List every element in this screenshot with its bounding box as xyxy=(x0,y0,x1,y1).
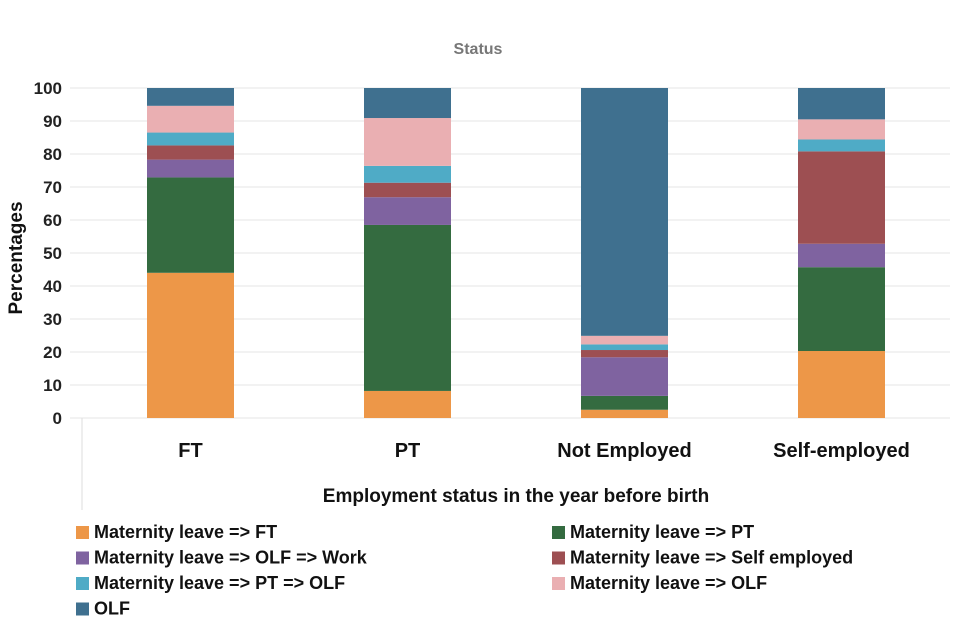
y-axis-ticks: 0 10 20 30 40 50 60 70 80 90 100 xyxy=(34,79,62,428)
bar-segment xyxy=(147,88,234,106)
chart-title: Status xyxy=(454,41,503,58)
bar-segment xyxy=(147,132,234,146)
x-tick-label: FT xyxy=(178,440,202,462)
y-tick-label: 90 xyxy=(43,112,62,131)
bar-segment xyxy=(581,335,668,345)
bar-segment xyxy=(798,267,885,352)
legend-swatch xyxy=(552,526,565,539)
legend-label: Maternity leave => OLF xyxy=(570,573,767,593)
bar-segment xyxy=(147,105,234,133)
legend-label: Maternity leave => PT => OLF xyxy=(94,573,345,593)
bar-segment xyxy=(147,145,234,160)
bar-segment xyxy=(798,351,885,418)
bar-segment xyxy=(364,88,451,119)
y-tick-label: 70 xyxy=(43,178,62,197)
bar-segment xyxy=(364,224,451,391)
y-tick-label: 100 xyxy=(34,79,62,98)
y-tick-label: 10 xyxy=(43,376,62,395)
bar-segment xyxy=(364,118,451,166)
x-tick-label: PT xyxy=(395,440,421,462)
legend-swatch xyxy=(76,577,89,590)
legend-label: Maternity leave => Self employed xyxy=(570,548,853,568)
x-tick-label: Not Employed xyxy=(557,440,691,462)
legend-label: Maternity leave => PT xyxy=(570,522,754,542)
bar-segment xyxy=(364,165,451,183)
y-tick-label: 60 xyxy=(43,211,62,230)
bar-segment xyxy=(364,390,451,418)
bar-segment xyxy=(147,272,234,418)
y-tick-label: 40 xyxy=(43,277,62,296)
legend-swatch xyxy=(76,551,89,565)
bar-segment xyxy=(798,88,885,120)
bar-segment xyxy=(147,159,234,178)
y-tick-label: 20 xyxy=(43,343,62,362)
bar-segment xyxy=(581,350,668,358)
bar-segment xyxy=(581,357,668,396)
bar-segment xyxy=(581,409,668,418)
legend-label: OLF xyxy=(94,599,130,619)
legend: Maternity leave => FT Maternity leave => … xyxy=(76,522,853,619)
bar-segment xyxy=(798,151,885,244)
bar-segment xyxy=(581,88,668,336)
bar-segment xyxy=(364,197,451,225)
bar-segment xyxy=(147,177,234,273)
y-tick-label: 80 xyxy=(43,145,62,164)
y-axis-title: Percentages xyxy=(6,201,27,314)
legend-swatch xyxy=(552,577,565,590)
legend-swatch xyxy=(76,602,89,616)
legend-label: Maternity leave => OLF => Work xyxy=(94,548,368,568)
y-tick-label: 30 xyxy=(43,310,62,329)
bar-segment xyxy=(798,119,885,140)
bars xyxy=(147,88,885,418)
x-axis-ticks: FT PT Not Employed Self-employed xyxy=(178,440,910,462)
bar-segment xyxy=(581,395,668,410)
x-axis-title: Employment status in the year before bir… xyxy=(323,486,709,507)
bar-segment xyxy=(581,344,668,351)
legend-label: Maternity leave => FT xyxy=(94,522,277,542)
x-tick-label: Self-employed xyxy=(773,440,910,462)
y-tick-label: 0 xyxy=(53,409,62,428)
bar-segment xyxy=(798,139,885,152)
legend-swatch xyxy=(552,551,565,565)
bar-segment xyxy=(364,182,451,198)
y-tick-label: 50 xyxy=(43,244,62,263)
legend-swatch xyxy=(76,526,89,539)
bar-segment xyxy=(798,243,885,268)
